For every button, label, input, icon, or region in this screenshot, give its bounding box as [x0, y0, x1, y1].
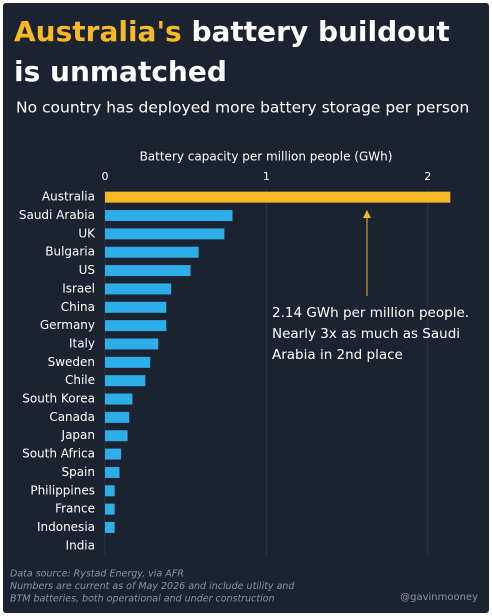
y-tick-label: Japan — [61, 428, 95, 442]
y-tick-label: South Africa — [22, 447, 95, 461]
x-axis-label: Battery capacity per million people (GWh… — [140, 150, 393, 164]
title-text: battery buildout is unmatched — [14, 15, 450, 88]
bar — [105, 338, 159, 350]
y-tick-label: India — [66, 538, 95, 552]
source-note: Numbers are current as of May 2026 and i… — [10, 581, 295, 592]
x-tick-label: 1 — [263, 170, 270, 183]
y-tick-label: Indonesia — [37, 520, 95, 534]
source-note: BTM batteries, both operational and unde… — [10, 594, 275, 605]
y-tick-label: South Korea — [22, 392, 95, 406]
source-note: Data source: Rystad Energy, via AFR — [10, 569, 184, 580]
bar — [105, 301, 167, 313]
bar — [105, 375, 146, 387]
bar — [105, 430, 128, 442]
bar — [105, 521, 115, 533]
panel — [3, 3, 489, 613]
y-tick-label: Saudi Arabia — [19, 208, 95, 222]
bar — [105, 503, 115, 515]
x-tick-label: 2 — [424, 170, 431, 183]
bar — [105, 356, 151, 368]
y-tick-label: France — [55, 502, 95, 516]
bar — [105, 191, 451, 203]
y-tick-label: Philippines — [30, 483, 95, 497]
y-tick-label: Sweden — [48, 355, 95, 369]
y-tick-label: US — [79, 263, 95, 277]
y-tick-label: Italy — [69, 336, 95, 350]
bar — [105, 320, 167, 332]
annotation: Nearly 3x as much as Saudi — [272, 326, 460, 342]
bar — [105, 411, 130, 423]
bar — [105, 210, 233, 222]
y-tick-label: UK — [78, 226, 96, 240]
bar — [105, 283, 172, 295]
bar — [105, 466, 120, 478]
y-tick-label: Israel — [62, 281, 95, 295]
annotation: 2.14 GWh per million people. — [272, 305, 469, 321]
annotation: Arabia in 2nd place — [272, 347, 403, 363]
y-tick-label: China — [61, 300, 95, 314]
y-tick-label: Canada — [49, 410, 95, 424]
y-tick-label: Australia — [42, 190, 95, 204]
bar — [105, 448, 122, 460]
title: Australia's battery buildout is unmatche… — [14, 12, 454, 92]
bar — [105, 246, 199, 258]
y-tick-label: Germany — [40, 318, 95, 332]
x-tick-label: 0 — [102, 170, 109, 183]
y-tick-label: Bulgaria — [45, 245, 95, 259]
annotation-arrowhead — [363, 210, 371, 218]
bar — [105, 265, 191, 277]
bar — [105, 485, 115, 497]
bar — [105, 393, 133, 405]
y-tick-label: Spain — [61, 465, 95, 479]
title-highlight: Australia's — [14, 15, 182, 48]
bar — [105, 228, 225, 240]
y-tick-label: Chile — [65, 373, 95, 387]
credit: @gavinmooney — [400, 592, 478, 603]
subtitle: No country has deployed more battery sto… — [16, 99, 469, 117]
